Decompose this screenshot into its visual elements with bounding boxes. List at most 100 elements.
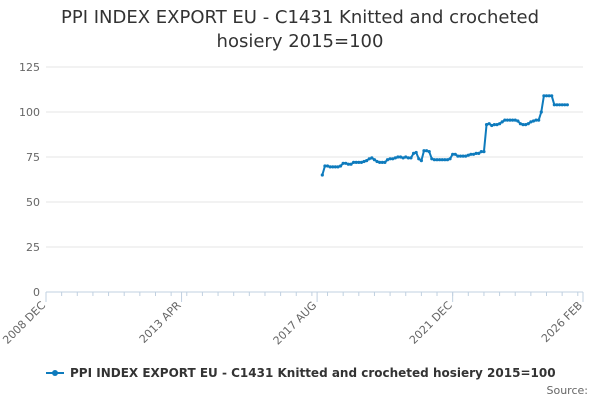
legend-series-label: PPI INDEX EXPORT EU - C1431 Knitted and …	[70, 366, 556, 380]
data-point	[482, 150, 486, 154]
data-point	[419, 159, 423, 163]
data-point	[406, 156, 410, 160]
data-point	[401, 156, 405, 160]
data-point	[453, 152, 457, 156]
data-point	[417, 157, 421, 161]
data-point	[518, 122, 523, 126]
data-point	[539, 110, 543, 114]
data-point	[367, 157, 371, 161]
data-point	[451, 152, 455, 156]
data-point	[521, 123, 525, 127]
data-point	[490, 123, 494, 128]
x-tick-label: 2013 APR	[137, 299, 184, 346]
y-tick-label: 100	[19, 106, 40, 119]
data-point	[435, 158, 439, 162]
data-point	[362, 159, 366, 164]
data-point	[349, 162, 353, 166]
data-point	[505, 118, 509, 122]
data-point	[563, 103, 567, 107]
data-point	[375, 159, 379, 164]
data-point	[557, 103, 562, 107]
data-point	[555, 103, 559, 107]
y-tick-label: 25	[26, 241, 40, 254]
x-tick-label: 2008 DEC	[0, 299, 48, 347]
y-tick-label: 125	[19, 61, 40, 74]
data-point	[542, 94, 546, 98]
data-point	[466, 153, 470, 157]
data-point	[380, 160, 384, 164]
data-point	[487, 122, 491, 126]
data-point	[560, 103, 564, 107]
data-point	[331, 165, 335, 169]
data-point	[396, 155, 400, 159]
data-point	[516, 119, 520, 123]
data-point	[354, 160, 358, 164]
data-point	[534, 118, 538, 122]
data-point	[524, 123, 528, 127]
data-point	[328, 165, 332, 169]
data-point	[531, 119, 536, 123]
data-point	[430, 157, 434, 161]
data-point	[424, 149, 429, 153]
data-point	[427, 150, 431, 154]
data-point	[464, 154, 468, 158]
data-point	[388, 157, 392, 161]
y-tick-label: 50	[26, 196, 40, 209]
data-point	[526, 122, 530, 126]
data-point	[378, 160, 382, 164]
data-point	[547, 94, 551, 98]
data-point	[320, 173, 324, 177]
data-point	[385, 158, 390, 162]
data-point	[383, 160, 387, 164]
x-tick-label: 2021 DEC	[407, 299, 455, 347]
data-point	[372, 158, 377, 162]
chart-title-line-1: PPI INDEX EXPORT EU - C1431 Knitted and …	[60, 7, 539, 28]
data-point	[550, 94, 554, 98]
data-point	[477, 151, 481, 155]
data-point	[336, 165, 340, 169]
data-point	[461, 154, 465, 158]
data-point	[352, 160, 356, 164]
chart-title: PPI INDEX EXPORT EU - C1431 Knitted and …	[0, 6, 600, 54]
data-point	[513, 118, 517, 122]
data-point	[492, 123, 496, 127]
data-point	[432, 158, 437, 162]
data-point	[422, 149, 426, 153]
data-point	[393, 156, 397, 160]
data-point	[404, 155, 408, 159]
data-point	[443, 158, 447, 162]
data-point	[357, 160, 361, 164]
data-point	[495, 123, 499, 127]
data-point	[333, 165, 337, 169]
data-point	[479, 150, 483, 154]
data-point	[552, 103, 556, 107]
data-point	[338, 164, 343, 168]
data-point	[497, 122, 502, 126]
data-point	[409, 156, 413, 160]
legend-series-marker	[46, 368, 64, 378]
x-tick-label: 2017 AUG	[271, 299, 320, 348]
data-point	[458, 154, 463, 158]
chart-legend[interactable]: PPI INDEX EXPORT EU - C1431 Knitted and …	[46, 364, 556, 382]
source-label: Source:	[546, 384, 589, 397]
data-point	[544, 94, 549, 98]
data-point	[344, 161, 348, 165]
data-point	[325, 164, 330, 168]
data-point	[508, 118, 512, 122]
data-point	[391, 157, 395, 161]
x-tick-label: 2026 FEB	[539, 299, 585, 345]
data-point	[411, 151, 416, 155]
data-point	[537, 118, 541, 122]
data-point	[565, 103, 569, 107]
data-point	[484, 123, 489, 127]
data-point	[471, 152, 476, 156]
data-point	[529, 120, 533, 124]
data-point	[469, 152, 473, 156]
data-point	[414, 150, 418, 155]
data-point	[456, 154, 460, 158]
data-point	[323, 164, 327, 168]
data-point	[440, 158, 444, 162]
data-point	[370, 156, 374, 160]
data-point	[500, 120, 504, 124]
